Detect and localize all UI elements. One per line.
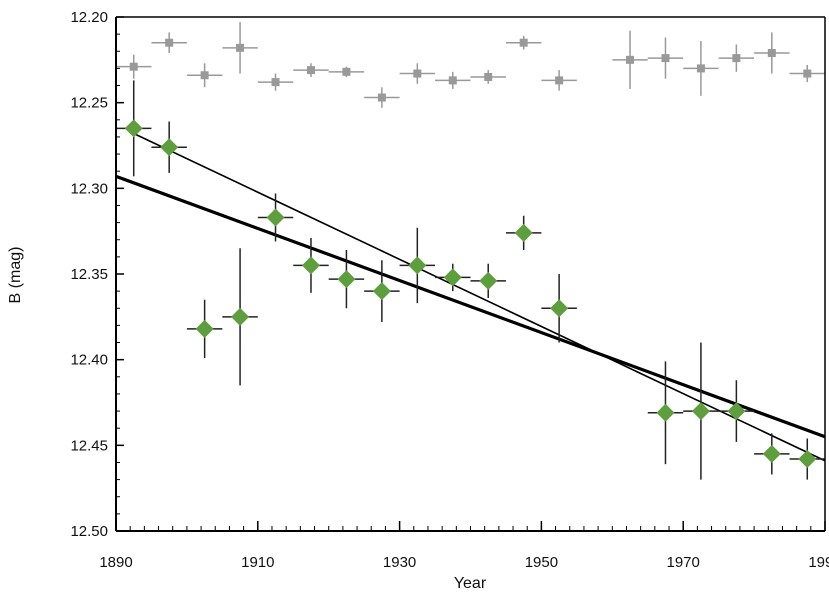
diamond-marker xyxy=(798,450,817,469)
diamond-marker xyxy=(514,223,533,242)
x-tick-label: 1970 xyxy=(667,554,700,571)
comparison-point xyxy=(718,44,755,72)
x-tick-label: 1930 xyxy=(383,554,416,571)
target-point xyxy=(754,433,790,475)
y-tick-label: 12.30 xyxy=(70,180,108,197)
diamond-marker xyxy=(656,403,675,422)
comparison-point xyxy=(541,70,577,91)
square-marker xyxy=(413,69,422,78)
square-marker xyxy=(732,54,741,63)
plot-frame xyxy=(115,16,826,532)
x-tick-label: 1990 xyxy=(808,554,829,571)
y-tick-label: 12.50 xyxy=(70,523,108,540)
square-marker xyxy=(165,38,174,47)
target-point xyxy=(541,274,577,343)
thin-fit-line xyxy=(133,132,826,462)
target-point xyxy=(116,80,152,177)
x-tick-label: 1950 xyxy=(525,554,558,571)
comparison-series xyxy=(116,22,825,108)
target-point xyxy=(435,263,471,292)
comparison-point xyxy=(683,40,719,96)
target-point xyxy=(505,215,542,251)
diamond-marker xyxy=(762,444,781,463)
tick-labels: 12.20 12.25 12.30 12.35 12.40 12.45 12.50 1890 1… xyxy=(70,9,829,571)
target-point xyxy=(257,193,294,242)
comparison-point xyxy=(647,37,684,79)
comparison-point xyxy=(505,35,542,50)
square-marker xyxy=(342,67,351,76)
comparison-point xyxy=(186,63,223,88)
target-point xyxy=(328,250,365,309)
y-tick-label: 12.20 xyxy=(70,9,108,26)
comparison-point xyxy=(151,32,187,53)
target-point xyxy=(293,238,329,293)
comparison-point xyxy=(257,73,294,91)
comparison-point xyxy=(328,66,365,77)
square-marker xyxy=(626,55,635,64)
x-tick-label: 1890 xyxy=(99,554,132,571)
comparison-point xyxy=(116,54,152,79)
square-marker xyxy=(129,62,138,71)
thick-fit-line xyxy=(115,174,826,439)
target-point xyxy=(399,227,436,304)
target-point xyxy=(470,263,506,298)
y-tick-label: 12.40 xyxy=(70,352,108,369)
target-point xyxy=(647,361,684,465)
diamond-marker xyxy=(550,299,569,318)
comparison-point xyxy=(364,87,400,108)
y-axis-title: B (mag) xyxy=(7,247,24,304)
diamond-marker xyxy=(195,319,214,338)
comparison-point xyxy=(789,64,825,83)
square-marker xyxy=(377,93,386,102)
y-tick-label: 12.35 xyxy=(70,266,108,283)
diamond-marker xyxy=(479,271,498,290)
diamond-marker xyxy=(231,307,250,326)
square-marker xyxy=(448,76,457,85)
y-tick-label: 12.25 xyxy=(70,95,108,112)
comparison-point xyxy=(399,63,436,84)
square-marker xyxy=(767,48,776,57)
diamond-marker xyxy=(372,282,391,301)
comparison-point xyxy=(612,30,648,89)
target-point xyxy=(364,260,400,322)
comparison-point xyxy=(470,70,506,84)
square-marker xyxy=(803,69,812,78)
diamond-marker xyxy=(408,256,427,275)
diamond-marker xyxy=(301,256,320,275)
target-series xyxy=(116,80,825,480)
comparison-point xyxy=(222,22,258,74)
square-marker xyxy=(484,72,493,81)
target-point xyxy=(789,438,825,480)
x-tick-label: 1910 xyxy=(241,554,274,571)
target-point xyxy=(151,121,187,173)
square-marker xyxy=(200,71,209,80)
diamond-marker xyxy=(727,402,746,421)
axis-ticks xyxy=(115,16,826,532)
square-marker xyxy=(271,78,280,87)
y-tick-label: 12.45 xyxy=(70,437,108,454)
diamond-marker xyxy=(443,268,462,287)
square-marker xyxy=(236,43,245,52)
square-marker xyxy=(519,38,528,47)
comparison-point xyxy=(293,63,329,77)
fit-lines xyxy=(115,132,826,462)
square-marker xyxy=(661,54,670,63)
target-point xyxy=(186,299,223,358)
comparison-point xyxy=(435,71,471,89)
diamond-marker xyxy=(124,119,143,138)
square-marker xyxy=(555,76,564,85)
target-point xyxy=(683,342,719,480)
comparison-point xyxy=(754,32,790,74)
diamond-marker xyxy=(337,270,356,289)
square-marker xyxy=(696,64,705,73)
diamond-marker xyxy=(691,402,710,421)
square-marker xyxy=(306,66,315,75)
x-axis-title: Year xyxy=(454,575,487,592)
target-point xyxy=(222,248,258,386)
target-point xyxy=(718,380,755,442)
diamond-marker xyxy=(266,208,285,227)
diamond-marker xyxy=(160,138,179,157)
